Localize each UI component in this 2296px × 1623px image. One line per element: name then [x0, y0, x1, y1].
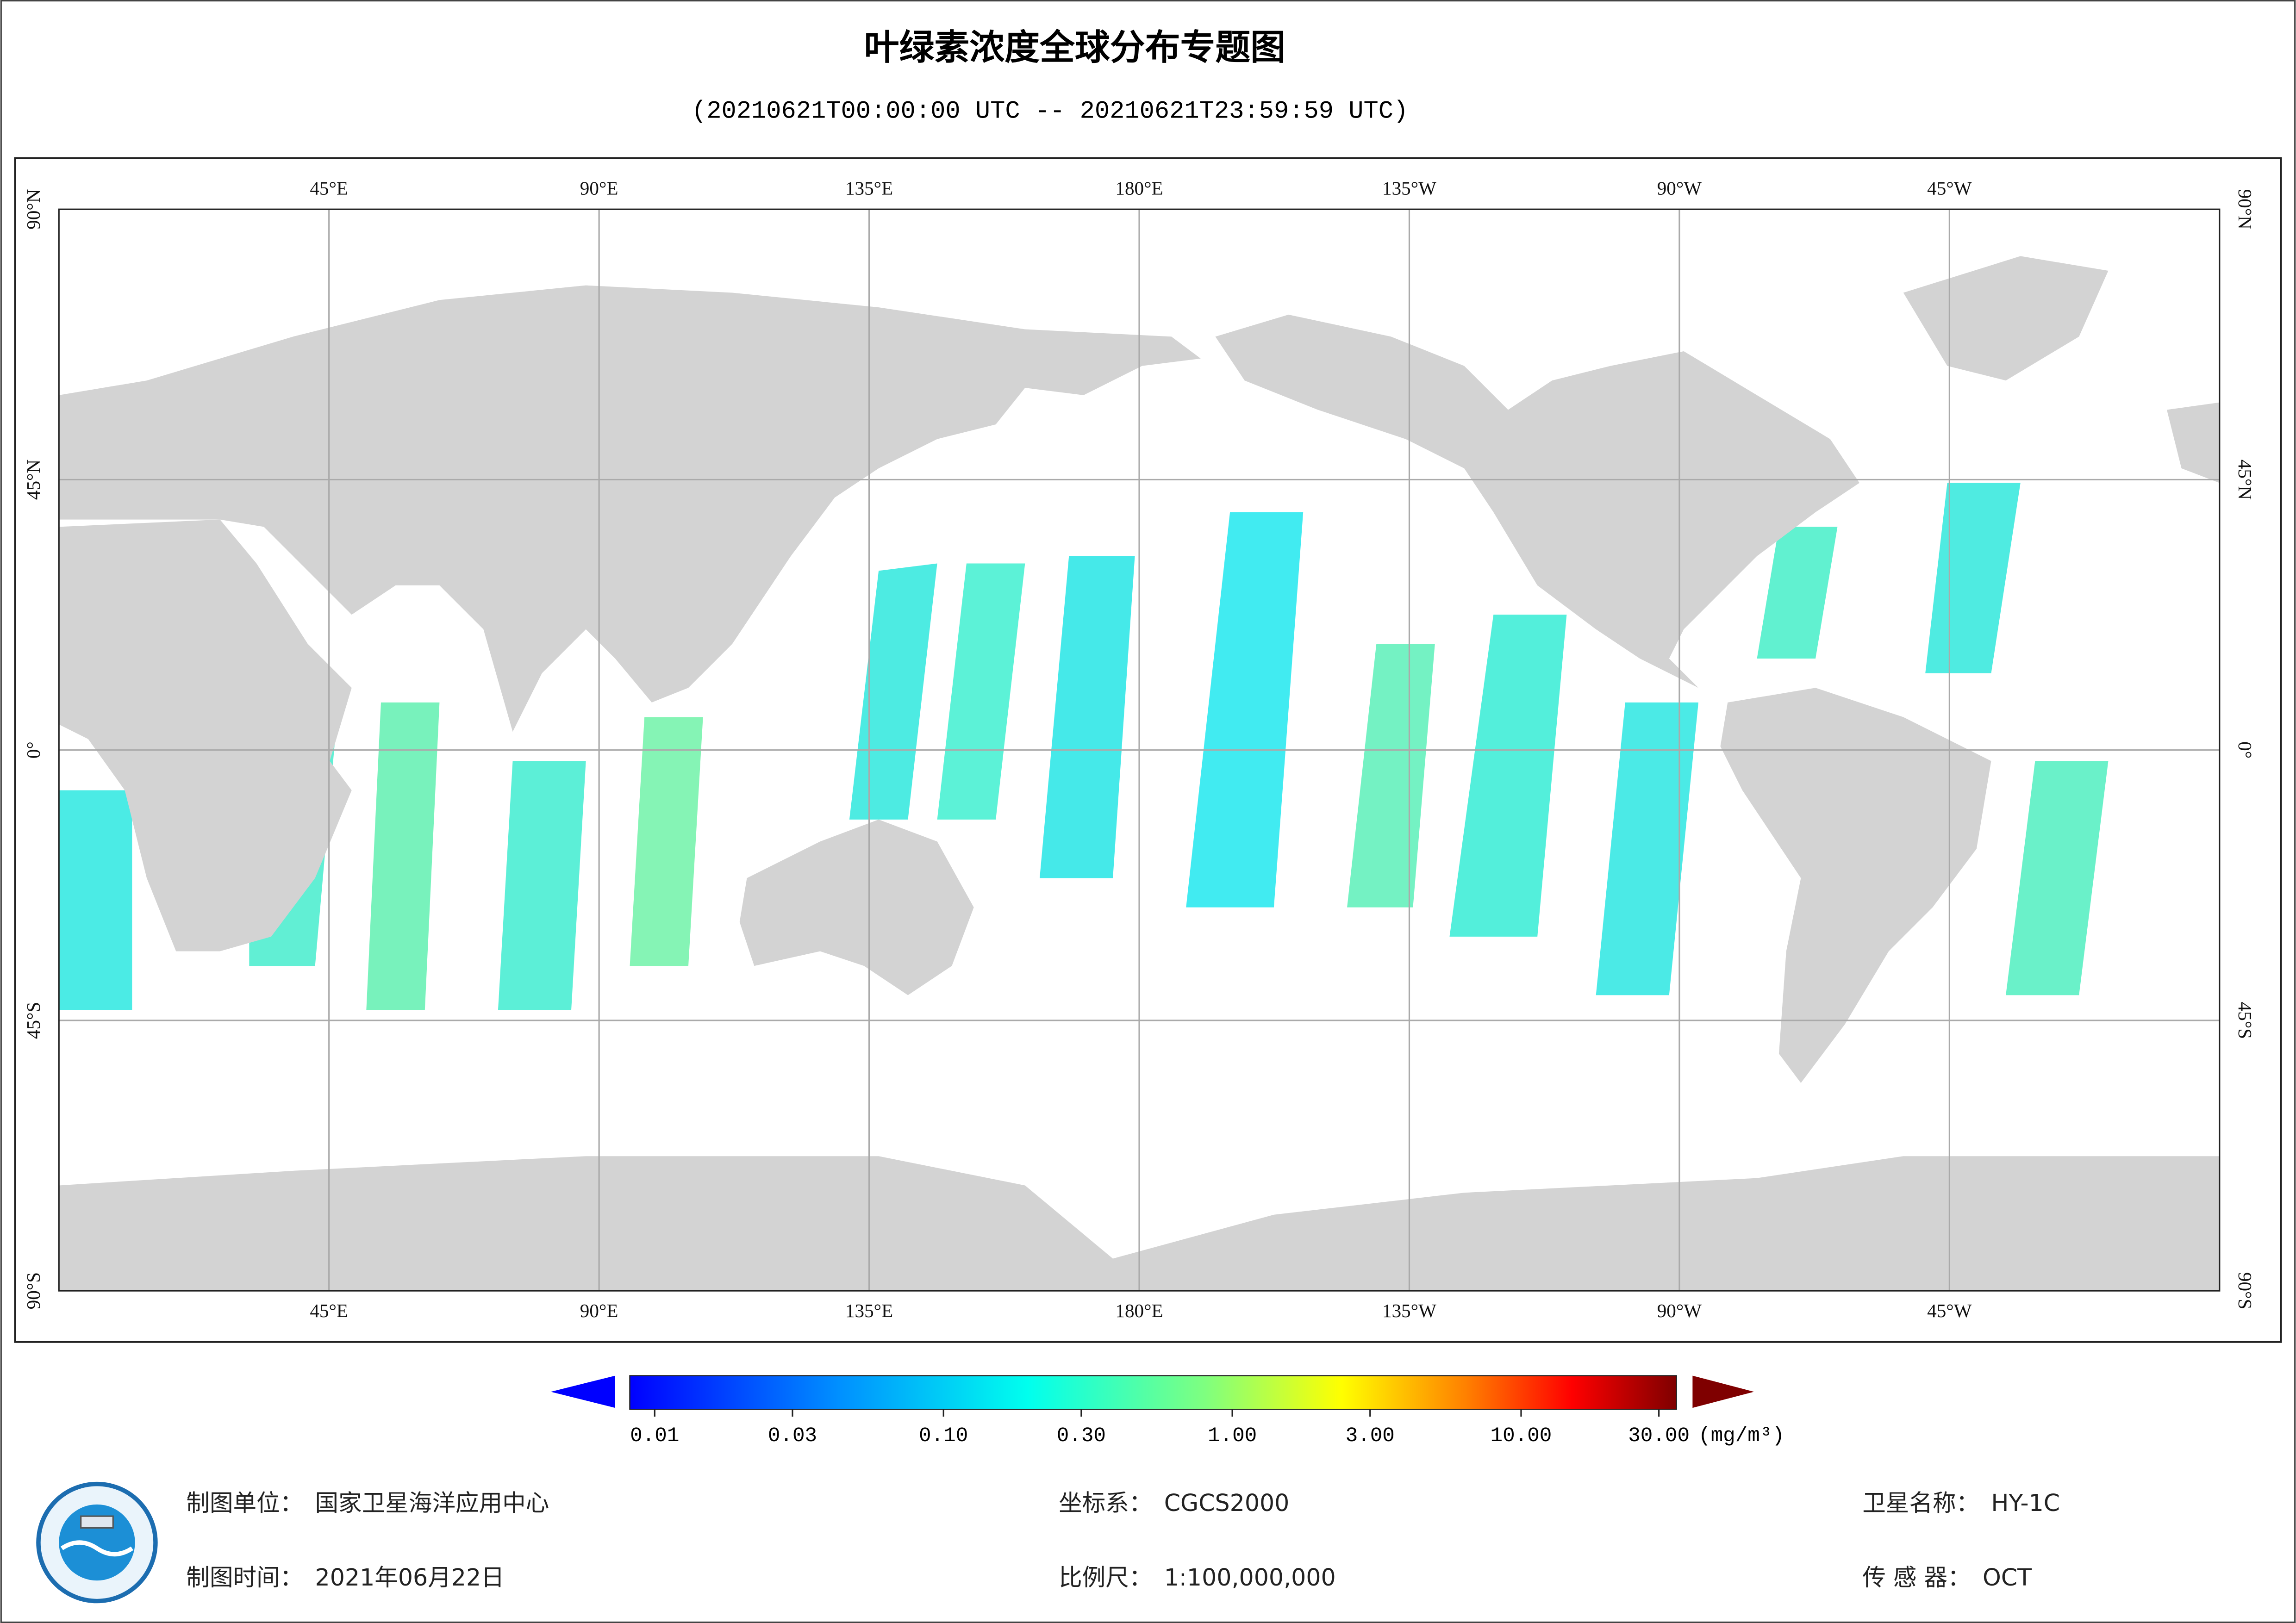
lat-label-left: 90°N: [23, 189, 44, 230]
lat-label-right: 45°N: [2234, 460, 2256, 500]
footer-label: 坐标系：: [1059, 1489, 1152, 1516]
footer-item: 制图单位： 国家卫星海洋应用中心: [186, 1489, 549, 1516]
swath: [1039, 556, 1135, 878]
swath: [1449, 615, 1567, 937]
swath: [498, 761, 586, 1010]
map-title: 叶绿素浓度全球分布专题图: [864, 27, 1286, 68]
footer-label: 卫星名称：: [1862, 1489, 1979, 1516]
footer-item: 坐标系： CGCS2000: [1059, 1489, 1289, 1516]
footer-item: 比例尺： 1:100,000,000: [1059, 1564, 1336, 1591]
map-frame: [14, 157, 2282, 1343]
footer-value: OCT: [1983, 1564, 2032, 1591]
lon-label-bottom: 180°E: [1115, 1300, 1163, 1321]
footer-item: 卫星名称： HY-1C: [1862, 1489, 2060, 1516]
footer-item: 传 感 器： OCT: [1862, 1564, 2032, 1591]
footer-label: 传 感 器：: [1862, 1564, 1971, 1591]
map-border: [58, 208, 2221, 1292]
swath: [2006, 761, 2109, 995]
lon-label-top: 135°E: [845, 178, 893, 199]
lon-label-bottom: 135°W: [1382, 1300, 1436, 1321]
greenland: [1903, 256, 2109, 381]
europe-east-edge: [2166, 402, 2220, 483]
lat-label-right: 90°S: [2234, 1272, 2256, 1309]
map-body: [59, 209, 2220, 1291]
eurasia: [59, 285, 1201, 732]
footer-value: HY-1C: [1991, 1489, 2060, 1516]
lon-label-top: 180°E: [1115, 178, 1163, 199]
logo: [36, 1481, 158, 1604]
footer-value: 国家卫星海洋应用中心: [315, 1489, 549, 1516]
lon-label-top: 135°W: [1382, 178, 1436, 199]
logo-globe: [59, 1504, 135, 1581]
lat-label-right: 45°S: [2234, 1002, 2256, 1039]
lat-label-left: 90°S: [23, 1272, 44, 1309]
colorbar-tick-label: 0.01: [630, 1424, 679, 1448]
lat-label-right: 90°N: [2234, 189, 2256, 230]
swath: [1757, 527, 1838, 659]
swath: [1186, 512, 1304, 908]
lon-label-top: 90°W: [1657, 178, 1702, 199]
colorbar-over-arrow: [1692, 1375, 1754, 1408]
colorbar-under-arrow: [550, 1375, 615, 1408]
graticule: [59, 209, 2220, 1291]
swath: [849, 563, 937, 820]
map-subtitle: (20210621T00:00:00 UTC -- 20210621T23:59…: [692, 98, 1408, 126]
footer-value: CGCS2000: [1164, 1489, 1290, 1516]
lon-label-bottom: 90°E: [580, 1300, 618, 1321]
footer-label: 制图时间：: [186, 1564, 303, 1591]
colorbar: (mg/m³) 0.01 0.03 0.10 0.30 1.00 3.00 10.00 30.…: [550, 1375, 1784, 1448]
lon-label-top: 45°E: [310, 178, 348, 199]
logo-wave: [60, 1540, 133, 1557]
colorbar-unit: (mg/m³): [1698, 1424, 1784, 1448]
graticule-labels: 45°E 45°E 90°E 90°E 135°E 135°E 180°E 180°E 135°…: [23, 178, 2256, 1321]
lon-label-top: 90°E: [580, 178, 618, 199]
lat-label-right: 0°: [2234, 741, 2256, 759]
colorbar-bar: [629, 1375, 1677, 1410]
lon-label-bottom: 90°W: [1657, 1300, 1702, 1321]
north-america: [1215, 314, 1859, 703]
footer-value: 1:100,000,000: [1164, 1564, 1336, 1591]
logo-satellite: [80, 1515, 114, 1529]
south-america: [1720, 688, 1991, 1083]
africa: [59, 519, 352, 951]
colorbar-tick-label: 0.03: [768, 1424, 817, 1448]
lon-label-bottom: 135°E: [845, 1300, 893, 1321]
footer-value: 2021年06月22日: [315, 1564, 505, 1591]
swath: [366, 702, 440, 1010]
colorbar-tick-label: 0.30: [1057, 1424, 1106, 1448]
lon-label-bottom: 45°E: [310, 1300, 348, 1321]
footer-item: 制图时间： 2021年06月22日: [186, 1564, 504, 1591]
footer-label: 制图单位：: [186, 1489, 303, 1516]
swath: [59, 790, 132, 1010]
swath: [630, 717, 703, 966]
lat-label-left: 45°N: [23, 460, 44, 500]
lat-label-left: 45°S: [23, 1002, 44, 1039]
footer-label: 比例尺：: [1059, 1564, 1152, 1591]
lat-label-left: 0°: [23, 741, 44, 759]
colorbar-tick-label: 0.10: [919, 1424, 968, 1448]
colorbar-tick-label: 10.00: [1491, 1424, 1552, 1448]
swath: [1596, 702, 1699, 995]
colorbar-tick-label: 1.00: [1208, 1424, 1257, 1448]
colorbar-tick-label: 30.00: [1628, 1424, 1690, 1448]
lon-label-top: 45°W: [1927, 178, 1972, 199]
lon-label-bottom: 45°W: [1927, 1300, 1972, 1321]
australia: [739, 819, 974, 995]
colorbar-tick-label: 3.00: [1346, 1424, 1395, 1448]
